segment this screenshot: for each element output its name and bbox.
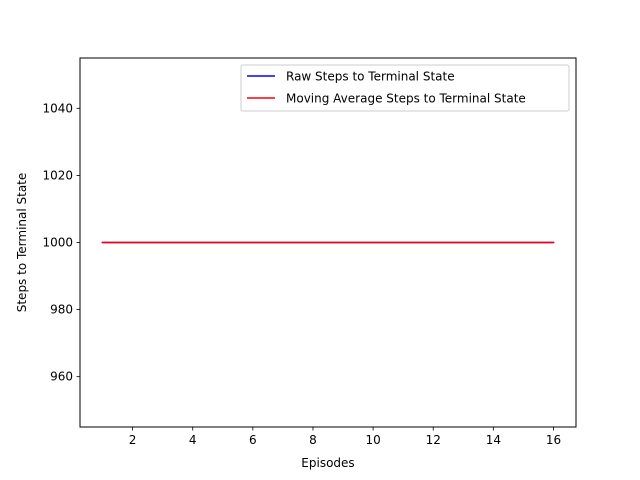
y-tick-label: 980 [50, 303, 73, 317]
y-axis-ticks: 960 980 1000 1020 1040 [42, 101, 80, 384]
x-tick-label: 8 [309, 433, 317, 447]
x-tick-label: 14 [486, 433, 501, 447]
x-tick-label: 2 [129, 433, 137, 447]
x-tick-label: 16 [546, 433, 561, 447]
plot-area [79, 57, 577, 428]
y-tick-label: 1020 [42, 168, 73, 182]
legend-label-raw-steps: Raw Steps to Terminal State [286, 70, 455, 84]
legend: Raw Steps to Terminal State Moving Avera… [240, 64, 570, 112]
y-tick-label: 960 [50, 370, 73, 384]
y-tick-label: 1040 [42, 101, 73, 115]
x-tick-label: 12 [426, 433, 441, 447]
x-tick-label: 4 [189, 433, 197, 447]
legend-label-moving-average: Moving Average Steps to Terminal State [286, 92, 526, 106]
y-tick-label: 1000 [42, 236, 73, 250]
legend-box [240, 64, 570, 112]
x-axis-ticks: 2 4 6 8 10 12 14 16 [129, 427, 561, 447]
x-tick-label: 10 [365, 433, 380, 447]
x-tick-label: 6 [249, 433, 257, 447]
y-axis-label: Steps to Terminal State [15, 173, 29, 313]
x-axis-label: Episodes [301, 456, 354, 470]
